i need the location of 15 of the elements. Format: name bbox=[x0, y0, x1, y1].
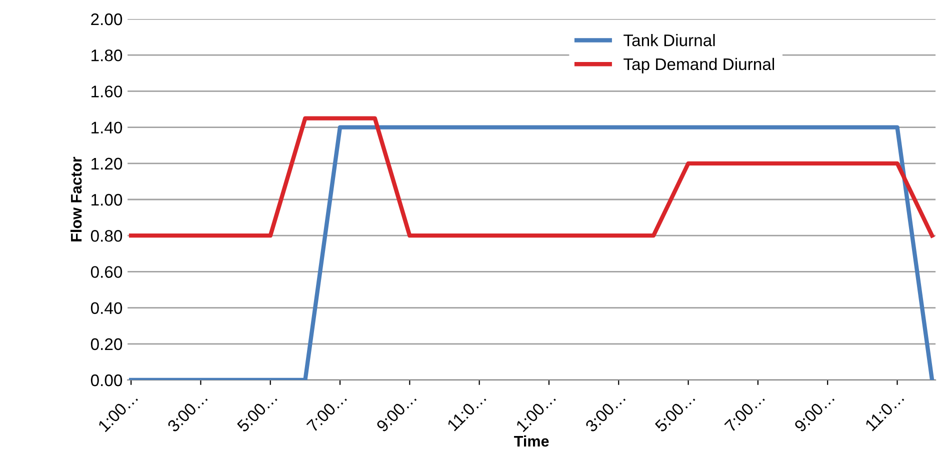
y-tick-label: 1.60 bbox=[92, 86, 122, 98]
legend-label: Tank Diurnal bbox=[624, 34, 715, 46]
y-tick-label: 1.80 bbox=[92, 50, 122, 62]
y-tick-label: 0.80 bbox=[90, 230, 122, 242]
y-tick-label: 1.00 bbox=[92, 194, 122, 206]
x-axis-title: Time bbox=[514, 435, 549, 447]
y-tick-label: 2.00 bbox=[91, 13, 122, 26]
y-tick-label: 0.40 bbox=[90, 302, 122, 314]
y-tick-label: 0.20 bbox=[90, 338, 122, 350]
legend-label: Tap Demand Diurnal bbox=[624, 58, 774, 74]
y-axis-title: Flow Factor bbox=[70, 156, 82, 242]
y-tick-label: 1.20 bbox=[92, 158, 122, 170]
y-tick-label: 1.40 bbox=[92, 122, 122, 134]
y-tick-label: 0.60 bbox=[90, 266, 122, 278]
y-tick-label: 0.00 bbox=[90, 374, 122, 386]
